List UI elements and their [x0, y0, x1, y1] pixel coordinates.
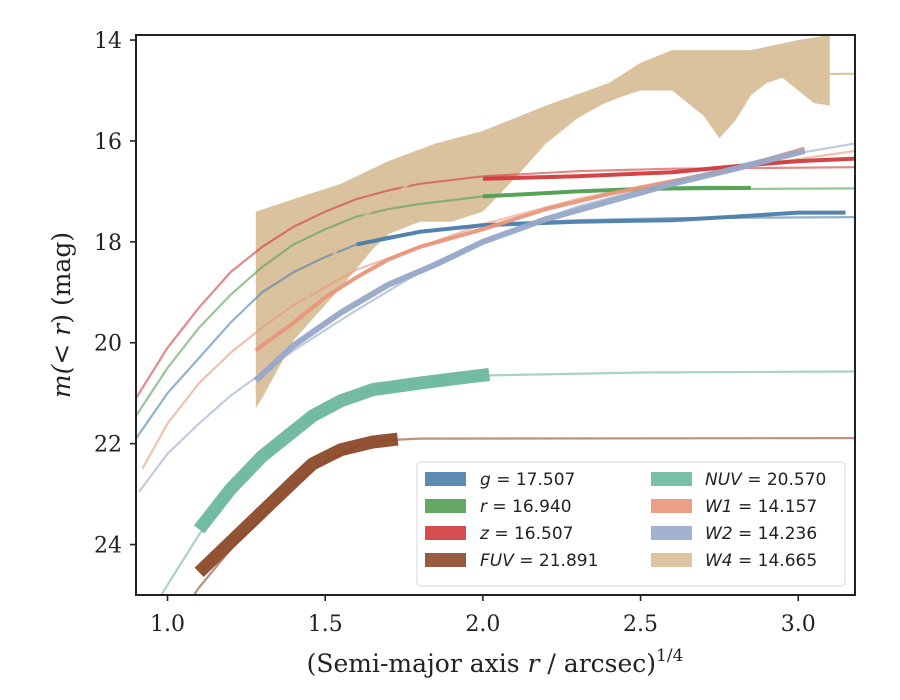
legend-label-w2: W2 = 14.236: [705, 524, 817, 544]
legend-band-value: = 20.570: [742, 470, 827, 490]
y-tick-label: 20: [94, 332, 122, 357]
x-tick-label: 2.0: [465, 612, 500, 637]
legend-swatch-w4: [651, 553, 692, 567]
uncertainty-bands: [255, 35, 830, 409]
legend-band-name: z: [479, 524, 490, 544]
y-axis-label: m(< r) (mag): [47, 232, 76, 398]
legend-swatch-w2: [651, 526, 692, 540]
legend-band-name: W2: [705, 524, 733, 544]
axes-frame: [135, 34, 856, 596]
x-axis-label-main: (Semi-major axis: [307, 649, 528, 678]
legend-band-name: NUV: [705, 470, 743, 490]
legend-label-w1: W1 = 14.157: [705, 497, 817, 517]
legend-frame: [416, 461, 846, 587]
legend-band-value: = 17.507: [491, 470, 576, 490]
legend-band-value: = 21.891: [514, 551, 599, 571]
legend-band-value: = 14.236: [733, 524, 818, 544]
legend-swatch-nuv: [651, 472, 692, 486]
x-axis-label: (Semi-major axis r / arcsec)1/4: [307, 646, 684, 678]
band-g-profile: [356, 210, 846, 247]
y-tick-label: 16: [94, 130, 122, 155]
legend-swatch-g: [425, 472, 466, 486]
legend-label-w4: W4 = 14.665: [705, 551, 817, 571]
legend-band-value: = 16.940: [487, 497, 572, 517]
y-tick-label: 14: [94, 29, 122, 54]
legend-swatch-w1: [651, 499, 692, 513]
x-axis: 1.0 1.5 2.0 2.5 3.0: [150, 595, 816, 637]
x-tick-label: 3.0: [781, 612, 816, 637]
y-tick-label: 22: [94, 433, 122, 458]
legend-label-g: g = 17.507: [480, 470, 575, 490]
x-tick-label: 2.5: [623, 612, 658, 637]
band-w4-uncertainty-area: [255, 35, 830, 409]
legend-label-fuv: FUV = 21.891: [480, 551, 598, 571]
y-tick-label: 24: [94, 534, 122, 559]
legend-band-name: W4: [705, 551, 733, 571]
plot-area: [136, 35, 855, 595]
x-axis-label-var: r: [528, 649, 542, 678]
x-tick-label: 1.0: [150, 612, 185, 637]
y-tick-label: 18: [94, 231, 122, 256]
legend-label-r: r = 16.940: [480, 497, 572, 517]
legend-swatch-z: [425, 526, 466, 540]
y-axis-label-pre: m(: [47, 363, 76, 398]
legend-band-value: = 14.665: [733, 551, 818, 571]
legend-swatch-r: [425, 499, 466, 513]
band-fuv-profile: [194, 432, 399, 577]
band-nuv-profile: [193, 368, 490, 534]
legend-label-nuv: NUV = 20.570: [705, 470, 826, 490]
x-axis-label-exponent: 1/4: [656, 646, 683, 666]
legend-band-value: = 16.507: [489, 524, 574, 544]
y-axis: 14 16 18 20 22 24: [94, 29, 136, 559]
legend-band-name: r: [480, 497, 488, 517]
band-w2-profile: [253, 148, 806, 383]
band-z-model-curve: [136, 166, 855, 399]
measured-profiles: [193, 146, 855, 577]
legend-band-name: W1: [705, 497, 733, 517]
legend-swatch-fuv: [425, 553, 466, 567]
y-axis-label-post: ) (mag): [47, 232, 76, 324]
legend-band-name: g: [480, 470, 491, 490]
model-curves: [136, 72, 855, 595]
band-z-profile: [482, 156, 855, 181]
legend-label-z: z = 16.507: [479, 524, 573, 544]
x-tick-label: 1.5: [308, 612, 343, 637]
legend-band-value: = 14.157: [733, 497, 818, 517]
band-w4-model-curve: [254, 72, 855, 389]
x-axis-label-tail: / arcsec): [539, 649, 656, 678]
legend-band-name: FUV: [480, 551, 515, 571]
y-axis-label-var: < r: [47, 322, 76, 365]
